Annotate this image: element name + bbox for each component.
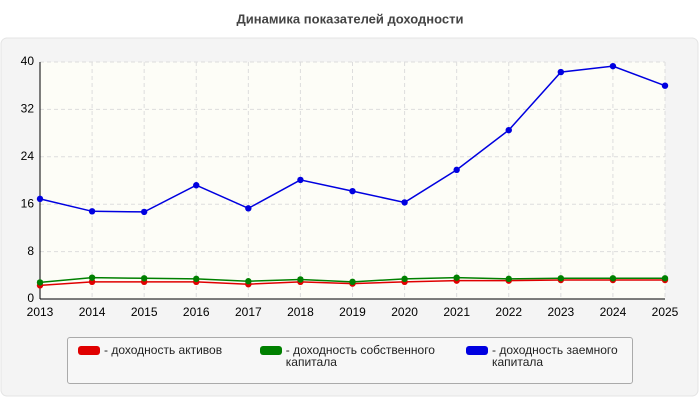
y-tick-label: 24	[21, 149, 35, 163]
point	[609, 62, 617, 70]
y-tick-label: 0	[27, 291, 34, 305]
point	[193, 275, 200, 283]
y-tick-label: 8	[27, 244, 34, 258]
point	[453, 166, 460, 174]
legend: - доходность активов - доходность собстве…	[67, 337, 633, 384]
legend-swatch	[465, 346, 488, 355]
x-tick-label: 2021	[443, 305, 470, 319]
x-tick-label: 2024	[600, 305, 627, 319]
x-tick-label: 2013	[27, 305, 54, 319]
point	[401, 199, 408, 206]
x-tick-label: 2025	[652, 305, 679, 319]
legend-entry: - доходность активов	[68, 338, 254, 383]
point	[453, 274, 460, 281]
legend-label: - доходность собственного капитала	[285, 343, 435, 369]
legend-label: - доходность заемного капитала	[491, 343, 618, 369]
point	[349, 278, 356, 286]
x-tick-label: 2017	[235, 305, 262, 319]
x-tick-label: 2022	[495, 305, 522, 319]
point	[505, 126, 512, 134]
x-tick-label: 2014	[79, 305, 106, 319]
point	[245, 205, 252, 212]
point	[401, 275, 408, 283]
legend-swatch	[78, 346, 100, 355]
point	[140, 208, 148, 216]
y-tick-label: 32	[21, 102, 35, 116]
x-tick-label: 2023	[547, 305, 574, 319]
x-tick-label: 2016	[183, 305, 210, 319]
point	[661, 82, 669, 89]
point	[557, 68, 565, 76]
point	[505, 275, 512, 283]
x-tick-label: 2018	[287, 305, 314, 319]
point	[557, 275, 565, 282]
legend-entry: - доходность заемного капитала	[460, 338, 632, 383]
point	[297, 176, 304, 184]
legend-swatch	[259, 346, 282, 355]
y-tick-label: 40	[21, 54, 35, 68]
point	[140, 275, 148, 282]
x-tick-label: 2020	[391, 305, 418, 319]
y-tick-label: 16	[21, 196, 35, 210]
legend-entry: - доходность собственного капитала	[254, 338, 460, 383]
point	[88, 208, 96, 215]
point	[193, 182, 200, 189]
point	[36, 279, 44, 286]
x-tick-label: 2019	[339, 305, 366, 319]
legend-label: - доходность активов	[104, 343, 223, 357]
point	[88, 274, 96, 281]
point	[36, 195, 44, 203]
point	[297, 276, 304, 283]
point	[245, 278, 252, 285]
point	[609, 275, 617, 282]
point	[661, 275, 669, 282]
x-tick-label: 2015	[131, 305, 158, 319]
chart-title: Динамика показателей доходности	[236, 11, 463, 26]
point	[349, 187, 356, 195]
